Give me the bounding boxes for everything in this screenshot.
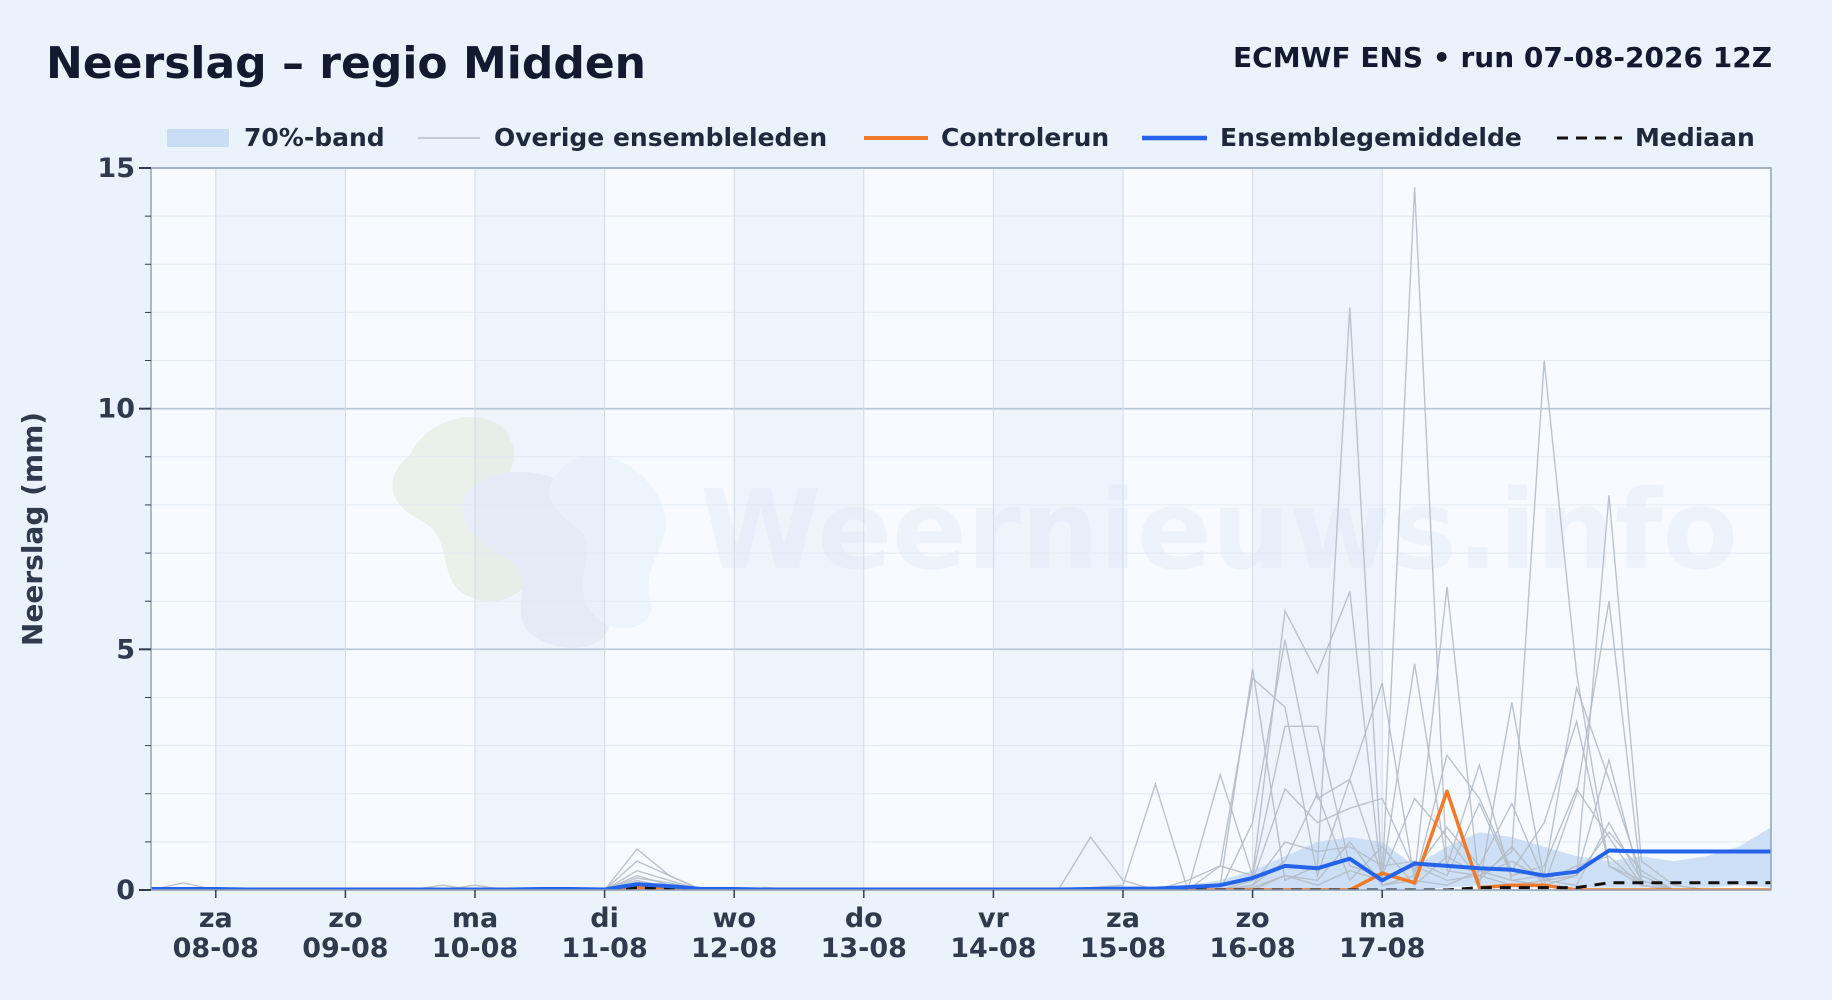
legend: 70%-band Overige ensembleleden Controler… — [167, 123, 1755, 152]
watermark-text: Weernieuws.info — [700, 466, 1738, 594]
legend-swatch-band — [167, 129, 229, 147]
day-band — [215, 168, 346, 890]
x-tick-day: wo — [712, 903, 756, 934]
x-tick-date: 11-08 — [561, 933, 647, 964]
member-line-9 — [151, 757, 1771, 890]
x-tick-date: 10-08 — [432, 933, 518, 964]
x-tick-day: za — [1106, 903, 1140, 934]
x-axis: za08-08zo09-08ma10-08di11-08wo12-08do13-… — [173, 890, 1425, 964]
run-subtitle: ECMWF ENS • run 07-08-2026 12Z — [1233, 41, 1772, 74]
legend-label-band: 70%-band — [244, 123, 385, 152]
member-line-8 — [151, 791, 1771, 890]
alternating-day-bands — [215, 168, 1383, 890]
member-line-4 — [151, 663, 1771, 890]
series-median-line — [151, 881, 1771, 890]
legend-label-median: Mediaan — [1635, 123, 1755, 152]
watermark: Weernieuws.info — [392, 417, 1738, 648]
x-tick-date: 15-08 — [1080, 933, 1166, 964]
x-tick-date: 14-08 — [950, 933, 1036, 964]
series-control-line — [151, 789, 1771, 890]
legend-label-members: Overige ensembleleden — [494, 123, 827, 152]
band-70-area — [151, 827, 1771, 890]
plot-area — [151, 168, 1771, 890]
y-axis: 0 5 10 15 — [97, 153, 151, 906]
x-tick-day: do — [845, 903, 883, 934]
member-line-7 — [151, 787, 1771, 890]
x-tick-day: vr — [978, 903, 1010, 934]
x-tick-day: di — [590, 903, 619, 934]
day-band — [1252, 168, 1383, 890]
member-line-3 — [151, 676, 1771, 890]
member-line-6 — [151, 787, 1771, 890]
member-line-5 — [151, 601, 1771, 890]
x-tick-day: za — [199, 903, 233, 934]
legend-label-mean: Ensemblegemiddelde — [1220, 123, 1522, 152]
member-line-2 — [151, 495, 1771, 890]
x-tick-date: 12-08 — [691, 933, 777, 964]
y-tick-label: 5 — [116, 634, 135, 665]
x-tick-date: 16-08 — [1209, 933, 1295, 964]
x-tick-date: 17-08 — [1339, 933, 1425, 964]
y-axis-label: Neerslag (mm) — [16, 412, 49, 646]
y-tick-label: 10 — [97, 394, 135, 425]
day-band — [734, 168, 864, 890]
x-tick-date: 08-08 — [173, 933, 259, 964]
watermark-logo-icon-3 — [549, 455, 666, 629]
legend-label-control: Controlerun — [941, 123, 1109, 152]
member-line-1 — [151, 187, 1771, 890]
x-tick-date: 13-08 — [821, 933, 907, 964]
day-band — [993, 168, 1123, 890]
page-title: Neerslag – regio Midden — [46, 38, 646, 89]
y-tick-label: 15 — [97, 153, 135, 184]
x-tick-day: ma — [1359, 903, 1405, 934]
x-tick-date: 09-08 — [302, 933, 388, 964]
plot-frame — [150, 167, 1772, 891]
member-layer — [151, 187, 1771, 890]
x-tick-day: zo — [328, 903, 362, 934]
band-layer — [151, 827, 1771, 890]
y-tick-label: 0 — [116, 875, 135, 906]
x-tick-day: ma — [452, 903, 498, 934]
x-tick-day: zo — [1235, 903, 1269, 934]
